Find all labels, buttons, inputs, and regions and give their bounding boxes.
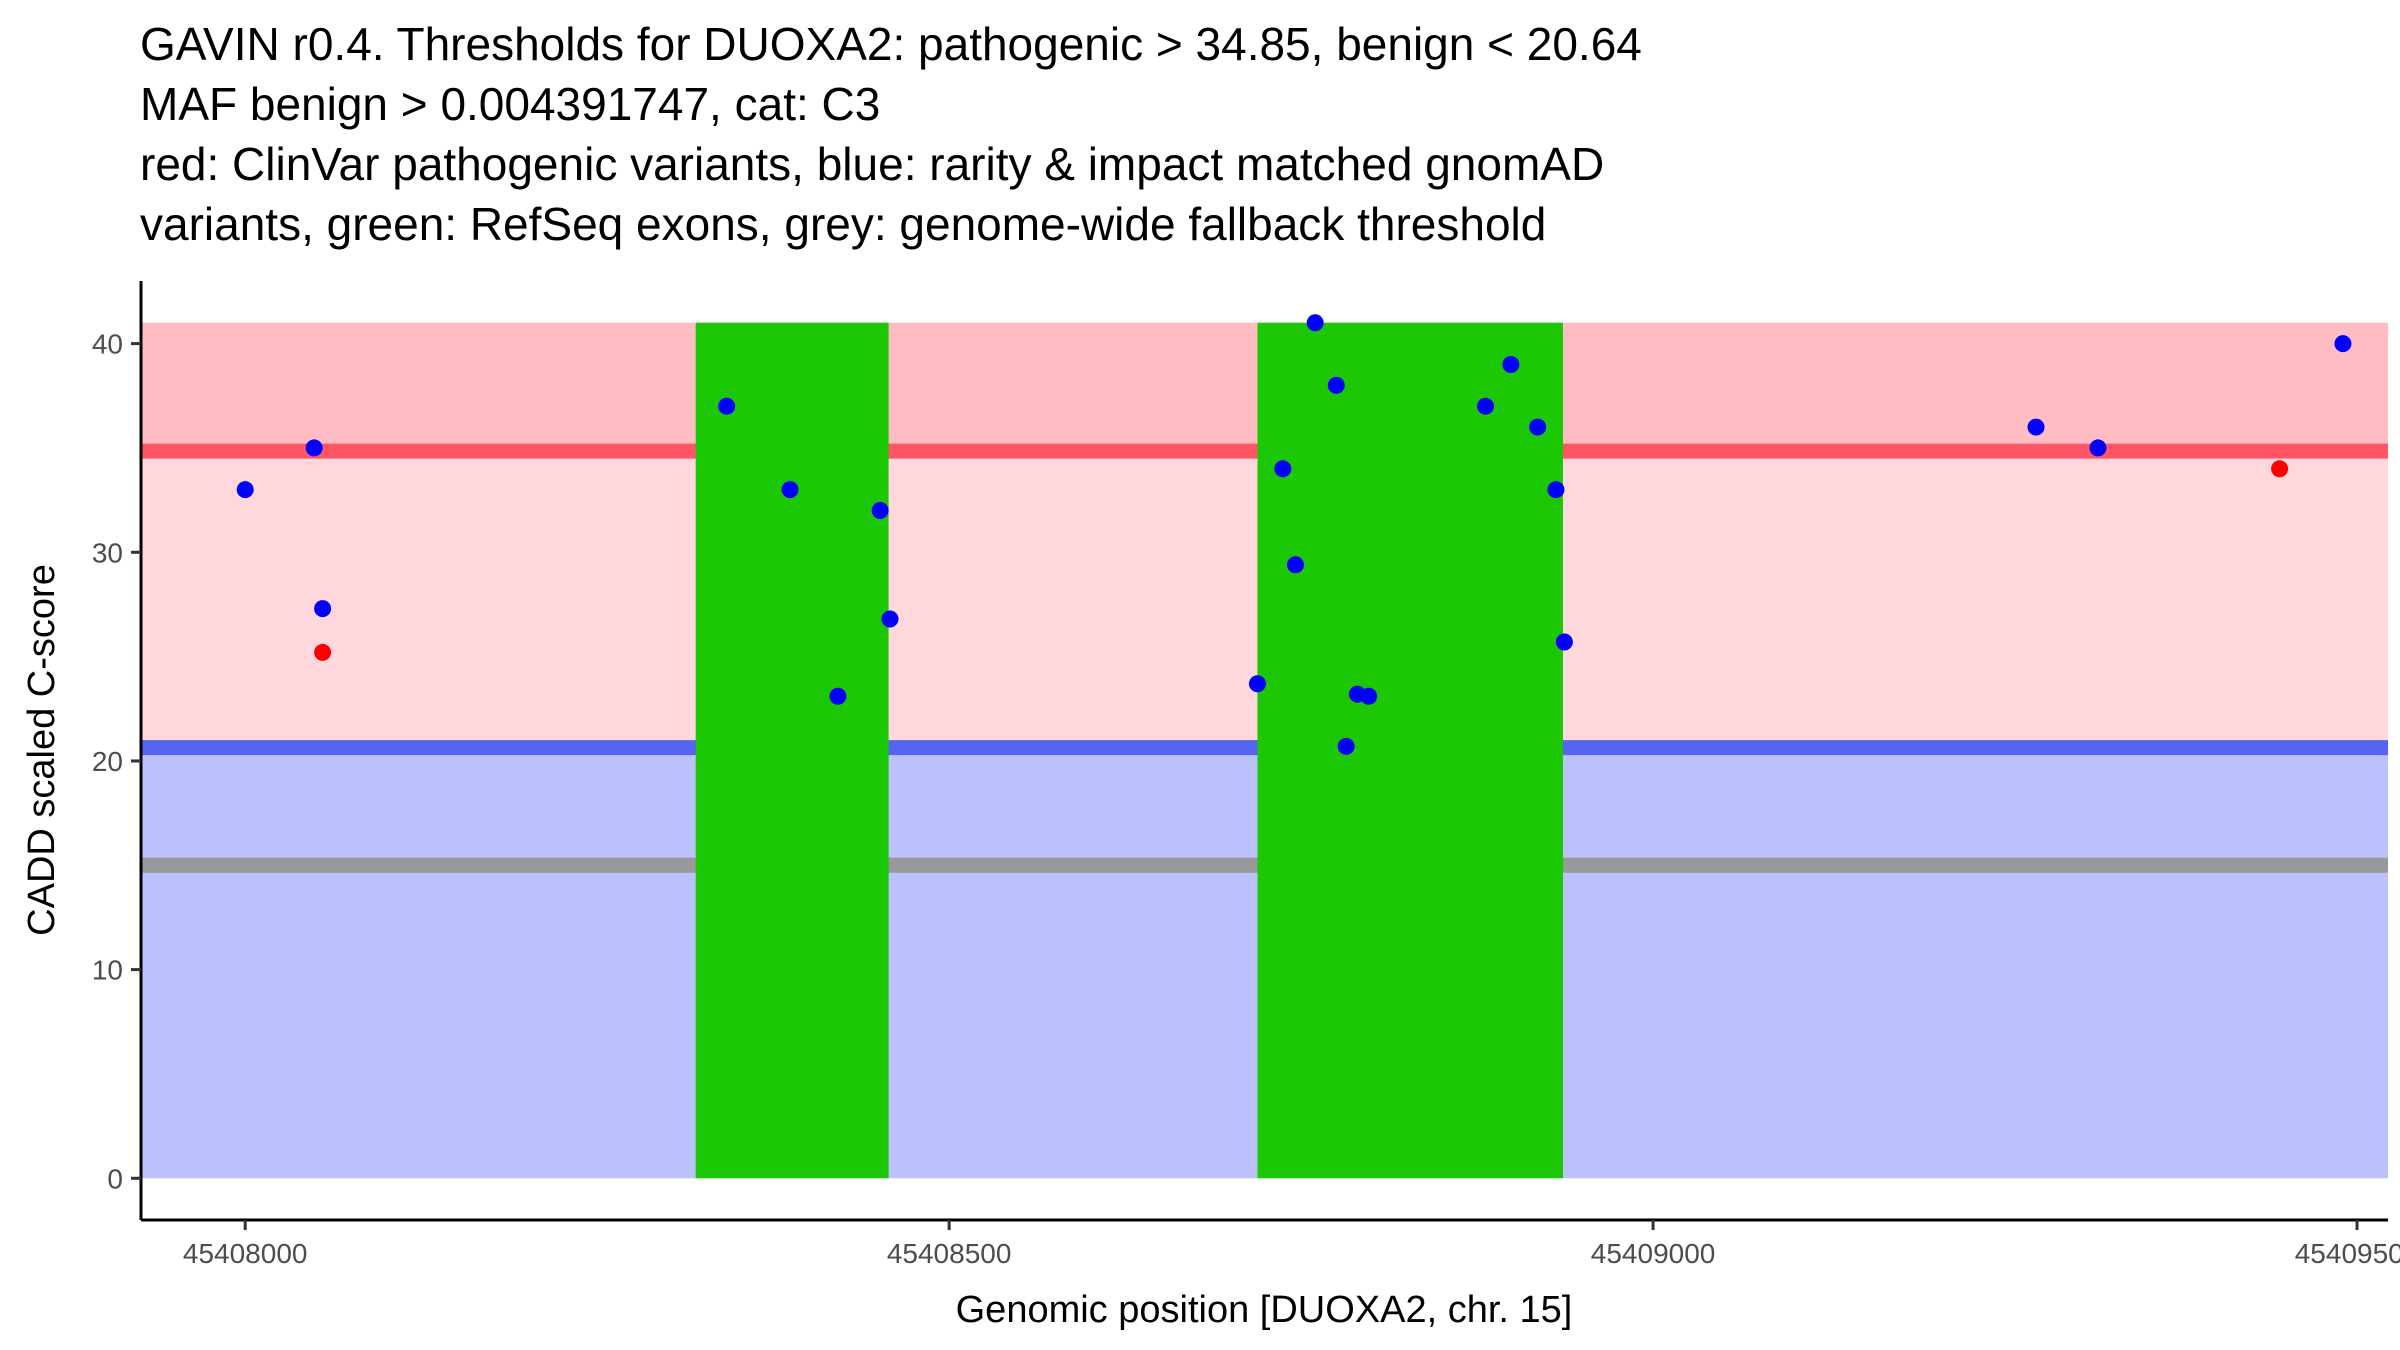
gnomad-point-18	[1502, 355, 1520, 373]
clinvar-point-2	[2271, 460, 2289, 478]
gnomad-point-4	[718, 397, 736, 415]
gnomad-point-14	[1337, 737, 1355, 755]
axes	[139, 281, 2388, 1222]
exon-band-1	[695, 322, 889, 1179]
y-tick-label: 40	[92, 329, 123, 360]
y-tick-label: 0	[107, 1163, 123, 1194]
gnomad-point-21	[1555, 633, 1573, 651]
gnomad-point-3	[314, 600, 332, 618]
chart-title: GAVIN r0.4. Thresholds for DUOXA2: patho…	[140, 18, 1642, 250]
title-line-1: GAVIN r0.4. Thresholds for DUOXA2: patho…	[140, 18, 1642, 70]
title-line-2: MAF benign > 0.004391747, cat: C3	[140, 78, 880, 130]
y-axis-title: CADD scaled C-score	[21, 564, 63, 936]
gnomad-point-12	[1306, 314, 1324, 332]
gnomad-point-10	[1274, 460, 1292, 478]
gnomad-point-13	[1327, 376, 1345, 394]
gnomad-point-6	[829, 687, 847, 705]
y-tick-label: 20	[92, 746, 123, 777]
gnomad-point-5	[781, 481, 799, 499]
x-tick-label: 45408500	[887, 1238, 1012, 1269]
gnomad-point-22	[2027, 418, 2045, 436]
y-axis-ticks: 0 10 20 30 40	[92, 329, 141, 1194]
gnomad-point-23	[2089, 439, 2107, 457]
gnomad-point-17	[1477, 397, 1495, 415]
gnomad-point-11	[1286, 556, 1304, 574]
gnomad-point-20	[1547, 481, 1565, 499]
y-tick-label: 30	[92, 537, 123, 568]
x-tick-label: 45409000	[1591, 1238, 1716, 1269]
gnomad-point-8	[881, 610, 899, 628]
title-line-4: variants, green: RefSeq exons, grey: gen…	[140, 198, 1546, 250]
exon-bands	[695, 322, 1563, 1179]
variant-points	[236, 314, 2352, 755]
gnomad-point-1	[236, 481, 254, 499]
exon-band-2	[1257, 322, 1563, 1179]
title-line-3: red: ClinVar pathogenic variants, blue: …	[140, 138, 1604, 190]
x-axis-title: Genomic position [DUOXA2, chr. 15]	[956, 1289, 1573, 1331]
gnomad-point-24	[2334, 335, 2352, 353]
gnomad-point-16	[1360, 687, 1378, 705]
gnomad-point-19	[1529, 418, 1547, 436]
gnomad-point-9	[1248, 675, 1266, 693]
gnomad-point-2	[305, 439, 323, 457]
y-tick-label: 10	[92, 955, 123, 986]
clinvar-point-1	[314, 643, 332, 661]
gnomad-point-7	[871, 502, 889, 520]
x-tick-label: 45408000	[183, 1238, 308, 1269]
